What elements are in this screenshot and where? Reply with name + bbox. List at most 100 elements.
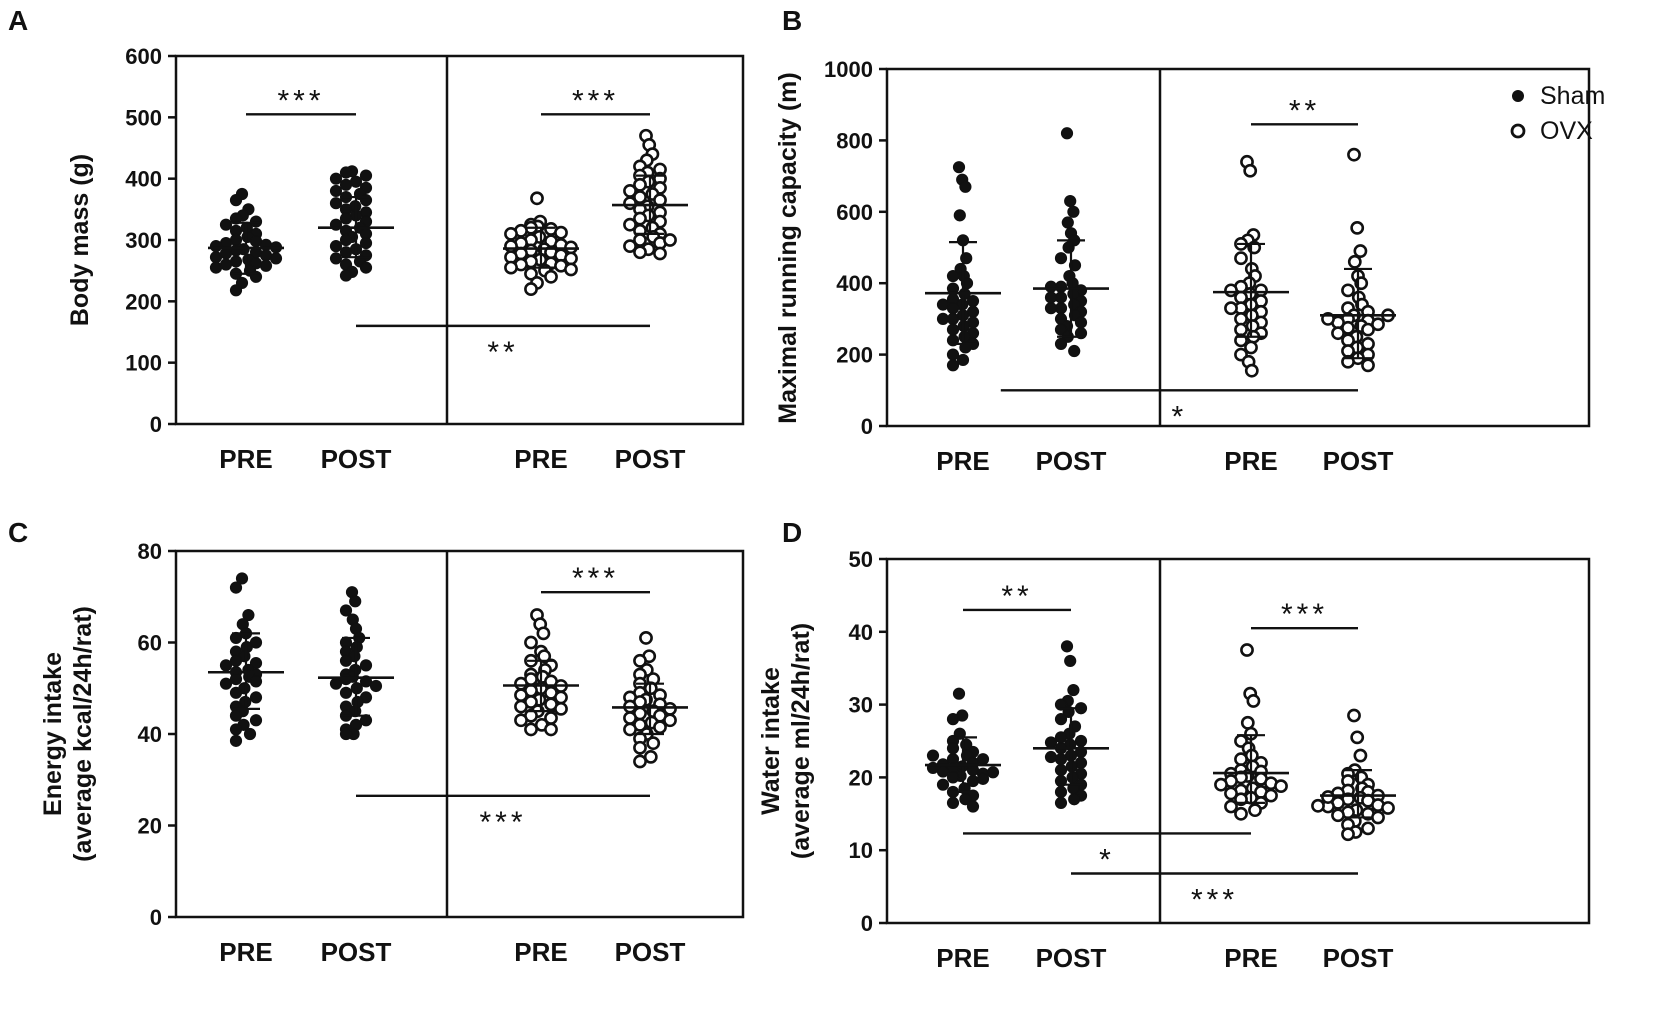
- panel-d-ytick-label: 40: [849, 620, 873, 645]
- data-point: [1044, 302, 1058, 315]
- data-point: [946, 359, 960, 372]
- data-point: [946, 771, 960, 784]
- panel-d-chart: 0 10 20 30 40 50 Water intake (average ml/24h/r…: [757, 547, 1591, 973]
- data-point: [243, 727, 257, 741]
- data-point: [514, 713, 528, 728]
- panel-b-series-0: [925, 161, 1001, 372]
- panel-a-series-1: [318, 165, 394, 282]
- data-point: [946, 323, 960, 336]
- data-point: [339, 604, 353, 617]
- panel-b-series-2: [1213, 154, 1289, 378]
- panel-letter-a: A: [8, 5, 28, 36]
- data-point: [1054, 337, 1068, 350]
- data-point: [946, 269, 960, 283]
- data-point: [1224, 283, 1238, 298]
- panel-c-series-0: [208, 572, 284, 747]
- data-point: [663, 713, 677, 728]
- data-point: [966, 294, 980, 308]
- data-point: [1062, 241, 1075, 254]
- data-point: [946, 348, 960, 361]
- panel-d-ylabel: (average ml/24h/rat): [787, 623, 815, 859]
- panel-c-series-2: [503, 608, 579, 737]
- panel-a-ytick-label: 0: [150, 412, 162, 437]
- data-point: [1224, 301, 1238, 316]
- panel-b-ytick-label: 1000: [824, 57, 873, 82]
- data-point: [259, 249, 273, 262]
- data-point: [936, 298, 950, 311]
- panel-b-category-label: POST: [1323, 446, 1394, 476]
- data-point: [242, 608, 255, 622]
- data-point: [653, 720, 667, 735]
- data-point: [1264, 788, 1278, 803]
- panel-a-series-2: [503, 191, 579, 296]
- significance-label: *: [1099, 843, 1115, 876]
- data-point: [1361, 358, 1375, 373]
- data-point: [1234, 752, 1248, 767]
- data-point: [623, 217, 637, 232]
- significance-label: ***: [479, 806, 526, 839]
- panel-a-chart: 0 100 200 300 400 500 600 Body mass (g) PRE POST P…: [66, 44, 745, 474]
- data-point: [633, 754, 647, 769]
- data-point: [1044, 750, 1058, 764]
- panel-d-series-3: [1311, 708, 1396, 842]
- panel-a-category-label: POST: [615, 444, 686, 474]
- panel-b-ytick-label: 600: [836, 200, 873, 225]
- data-point: [369, 679, 383, 693]
- panel-d-ylabel: Water intake: [757, 667, 785, 815]
- data-point: [1054, 713, 1068, 726]
- data-point: [1361, 821, 1375, 836]
- data-point: [339, 727, 353, 741]
- data-point: [209, 251, 223, 264]
- data-point: [359, 169, 373, 182]
- data-point: [1240, 715, 1255, 730]
- data-point: [229, 212, 243, 225]
- data-point: [1321, 790, 1335, 804]
- data-point: [1350, 730, 1365, 745]
- data-point: [976, 753, 990, 766]
- panel-a-series-3: [612, 128, 688, 261]
- data-point: [1240, 643, 1254, 657]
- data-point: [219, 218, 233, 231]
- data-point: [1074, 734, 1088, 748]
- data-point: [1311, 798, 1325, 813]
- data-point: [359, 261, 373, 274]
- data-point: [259, 259, 273, 272]
- data-point: [339, 166, 353, 179]
- data-point: [339, 233, 353, 247]
- data-point: [986, 766, 1000, 779]
- data-point: [229, 194, 243, 207]
- panel-c-ytick-label: 0: [150, 905, 162, 930]
- panel-a-ytick-label: 600: [125, 44, 162, 69]
- panel-c-ytick-label: 60: [138, 631, 162, 656]
- data-point: [966, 800, 980, 813]
- data-point: [229, 284, 243, 297]
- data-point: [1244, 363, 1259, 378]
- panel-d-series-1: [1033, 640, 1109, 809]
- panel-c-series-1: [318, 586, 394, 741]
- panel-d-category-label: POST: [1323, 943, 1394, 973]
- data-point: [1214, 777, 1228, 792]
- panel-c-category-label: POST: [321, 937, 392, 967]
- data-point: [1371, 810, 1385, 825]
- data-point: [959, 180, 972, 193]
- data-point: [329, 197, 343, 210]
- panel-c-chart: 0 20 40 60 80 Energy intake (average kcal/24h/…: [39, 539, 745, 967]
- data-point: [349, 595, 362, 608]
- panel-b-category-label: POST: [1036, 446, 1107, 476]
- data-point: [1350, 220, 1365, 235]
- data-point: [229, 654, 243, 667]
- significance-label: ***: [277, 84, 324, 117]
- panel-a-ylabel: Body mass (g): [66, 154, 94, 326]
- panel-c-ylabel: (average kcal/24h/rat): [69, 606, 97, 862]
- data-point: [1347, 708, 1361, 723]
- panel-b-series-1: [1033, 127, 1109, 358]
- data-point: [1371, 317, 1385, 332]
- data-point: [339, 212, 353, 225]
- panel-b-ylabel: Maximal running capacity (m): [774, 72, 802, 423]
- data-point: [504, 239, 518, 254]
- panel-c-category-label: PRE: [219, 937, 272, 967]
- data-point: [524, 282, 538, 296]
- data-point: [504, 226, 518, 241]
- data-point: [1224, 799, 1238, 814]
- data-point: [554, 701, 568, 716]
